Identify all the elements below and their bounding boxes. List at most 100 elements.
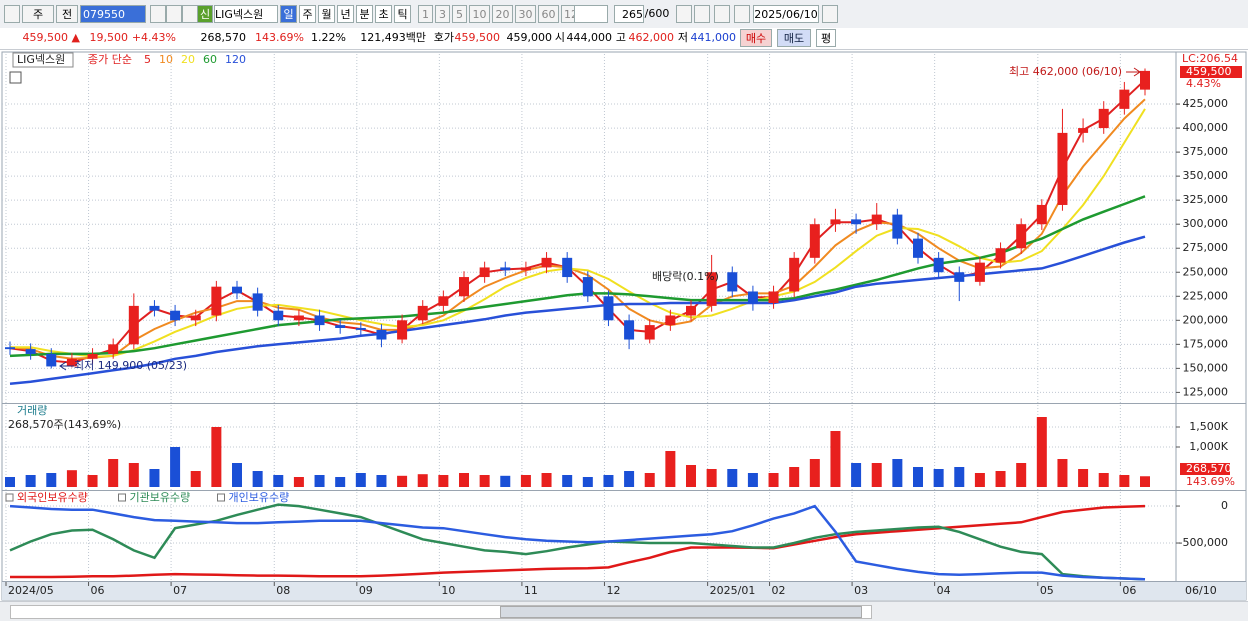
volume-bar [46, 473, 57, 487]
plot-frame [1, 51, 1177, 601]
volume-bar [87, 475, 98, 487]
sell-button[interactable]: 매도 [777, 29, 811, 47]
volume-bar [871, 463, 882, 487]
candle-body [1016, 224, 1027, 249]
period-button[interactable]: 년 [337, 5, 354, 23]
volume-bar [108, 459, 119, 487]
buy-button[interactable]: 매수 [740, 29, 772, 47]
axis-area [1175, 51, 1247, 601]
interval-button[interactable]: 20 [492, 5, 513, 23]
toolbar-icon[interactable] [822, 5, 838, 23]
last-volume-tag [1180, 463, 1230, 475]
volume-bar [232, 463, 242, 487]
candle-body [355, 327, 366, 330]
candle-body [5, 347, 15, 350]
candle-body [438, 296, 449, 306]
toolbar-field[interactable]: 265 [614, 5, 644, 23]
candle-body [562, 257, 573, 278]
quote-field: 459,500 ▲ [22, 31, 80, 44]
candle-body [1140, 70, 1150, 90]
legend-swatch [118, 493, 126, 502]
eval-button[interactable]: 평 [816, 29, 836, 47]
period-button[interactable]: 주 [299, 5, 316, 23]
volume-bar [624, 471, 635, 487]
volume-bar [603, 475, 614, 487]
x-tick-label: 12 [606, 584, 620, 597]
scrollbar[interactable] [0, 601, 1248, 621]
toolbar-icon[interactable] [4, 5, 20, 23]
volume-bar [809, 459, 820, 487]
candle-body [603, 296, 614, 321]
candle-body [232, 286, 242, 294]
candle-body [892, 214, 903, 239]
toolbar-combo[interactable] [574, 5, 608, 23]
candle-body [582, 277, 593, 297]
interval-button[interactable]: 60 [538, 5, 559, 23]
toolbar-field[interactable]: 신 [197, 5, 213, 23]
candle-body [995, 248, 1006, 263]
period-button[interactable]: 월 [318, 5, 335, 23]
interval-button[interactable]: 10 [469, 5, 490, 23]
candle-body [293, 315, 304, 321]
volume-bar [520, 475, 531, 487]
period-button[interactable]: 분 [356, 5, 373, 23]
toolbar-icon[interactable] [714, 5, 730, 23]
toolbar-field[interactable]: 2025/06/10 [753, 5, 819, 23]
quote-field: 1.22% [311, 31, 346, 44]
volume-bar [149, 469, 160, 487]
volume-bar [128, 463, 139, 487]
volume-bar [1057, 459, 1068, 487]
period-button[interactable]: 초 [375, 5, 392, 23]
volume-bar [459, 473, 469, 487]
toolbar-field[interactable]: LIG넥스원 [214, 5, 278, 23]
quote-bar: 459,500 ▲ 19,500 +4.43% 268,570 143.69% 1.22%… [0, 28, 1248, 50]
scroll-thumb[interactable] [500, 606, 862, 618]
y-tick-label: 125,000 [1183, 385, 1229, 398]
period-button[interactable]: 틱 [394, 5, 411, 23]
toolbar-field[interactable]: /600 [644, 7, 670, 20]
toolbar-icon[interactable] [676, 5, 692, 23]
candle-body [665, 315, 676, 326]
volume-bar [397, 475, 408, 487]
toolbar-field[interactable]: 주 [22, 5, 54, 23]
legend-box [12, 52, 74, 68]
candle-body [25, 349, 36, 354]
legend-entry: 5 [144, 53, 151, 66]
legend-entry: 120 [225, 53, 246, 66]
candle-body [727, 272, 738, 292]
toolbar-icon[interactable] [182, 5, 198, 23]
candle-body [974, 262, 985, 282]
candle-body [108, 344, 119, 354]
toolbar-icon[interactable] [166, 5, 182, 23]
volume-bar [892, 459, 903, 487]
x-end-label: 06/10 [1185, 584, 1217, 597]
candle-body [314, 315, 325, 326]
interval-button[interactable]: 5 [452, 5, 467, 23]
x-tick-label: 02 [772, 584, 786, 597]
holding-line [9, 504, 1146, 581]
quote-field: 143.69% [255, 31, 304, 44]
interval-button[interactable]: 30 [515, 5, 536, 23]
candle-body [87, 353, 98, 359]
volume-bar [644, 473, 655, 487]
candle-body [809, 224, 820, 258]
period-button[interactable]: 일 [280, 5, 297, 23]
interval-button[interactable]: 3 [435, 5, 450, 23]
toolbar-field[interactable]: 전 [56, 5, 78, 23]
toolbar-icon[interactable] [734, 5, 750, 23]
volume-bar [1119, 475, 1130, 487]
toolbar-icon[interactable] [150, 5, 166, 23]
candle-body [644, 325, 655, 340]
candle-body [128, 305, 139, 345]
quote-field: 저 [677, 31, 688, 44]
volume-bar [747, 473, 758, 487]
candle-body [190, 315, 201, 321]
candle-body [706, 272, 717, 306]
interval-button[interactable]: 1 [418, 5, 433, 23]
toolbar-field[interactable]: 079550 [80, 5, 146, 23]
candle-body [376, 329, 387, 340]
toolbar-icon[interactable] [694, 5, 710, 23]
legend-swatch [217, 493, 225, 502]
quote-field: 19,500 [89, 31, 129, 44]
